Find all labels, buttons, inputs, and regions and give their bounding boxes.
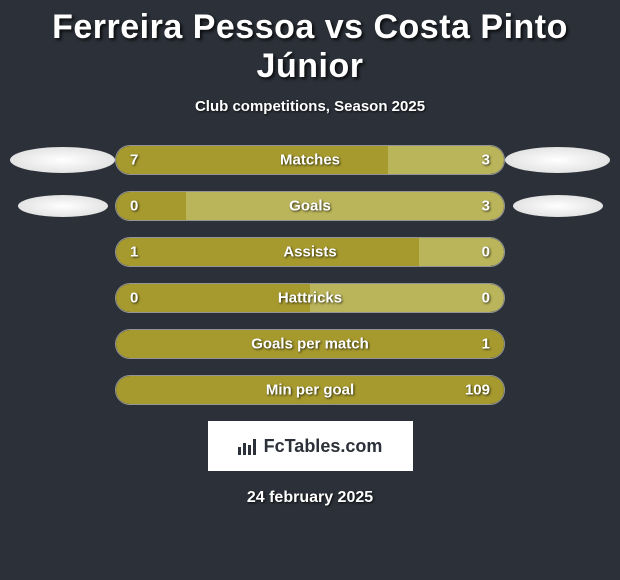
bar-left-fill (116, 146, 388, 174)
date-text: 24 february 2025 (0, 489, 620, 507)
stat-value-right: 1 (482, 336, 490, 353)
stat-row-hattricks: 0 Hattricks 0 (10, 283, 610, 313)
stat-label: Goals per match (251, 336, 369, 353)
stat-value-left: 1 (130, 244, 138, 261)
stat-row-goals: 0 Goals 3 (10, 191, 610, 221)
stat-value-right: 0 (482, 290, 490, 307)
logo-content: FcTables.com (238, 436, 383, 457)
stat-row-min-per-goal: Min per goal 109 (10, 375, 610, 405)
bar-right-fill (186, 192, 504, 220)
stat-value-right: 3 (482, 152, 490, 169)
stat-label: Goals (289, 198, 331, 215)
bar-left-fill (116, 192, 186, 220)
fctables-logo[interactable]: FcTables.com (208, 421, 413, 471)
stat-label: Assists (283, 244, 336, 261)
stat-label: Matches (280, 152, 340, 169)
chart-icon (238, 437, 258, 455)
stat-value-right: 109 (465, 382, 490, 399)
stat-value-right: 0 (482, 244, 490, 261)
bar-right-fill (419, 238, 504, 266)
logo-label: FcTables.com (264, 436, 383, 457)
stat-value-right: 3 (482, 198, 490, 215)
player1-avatar (10, 191, 115, 221)
bar-track: 7 Matches 3 (115, 145, 505, 175)
stat-row-goals-per-match: Goals per match 1 (10, 329, 610, 359)
stat-row-matches: 7 Matches 3 (10, 145, 610, 175)
stat-label: Min per goal (266, 382, 354, 399)
stat-value-left: 0 (130, 198, 138, 215)
bar-track: Goals per match 1 (115, 329, 505, 359)
player1-avatar (10, 145, 115, 175)
stat-value-left: 7 (130, 152, 138, 169)
bar-track: Min per goal 109 (115, 375, 505, 405)
player2-avatar (505, 145, 610, 175)
player2-avatar (505, 191, 610, 221)
comparison-container: 7 Matches 3 0 Goals 3 1 Assists 0 (0, 115, 620, 405)
stat-label: Hattricks (278, 290, 342, 307)
page-title: Ferreira Pessoa vs Costa Pinto Júnior (0, 0, 620, 86)
stat-value-left: 0 (130, 290, 138, 307)
bar-track: 1 Assists 0 (115, 237, 505, 267)
bar-track: 0 Goals 3 (115, 191, 505, 221)
subtitle-text: Club competitions, Season 2025 (0, 98, 620, 115)
bar-left-fill (116, 238, 419, 266)
bar-track: 0 Hattricks 0 (115, 283, 505, 313)
stat-row-assists: 1 Assists 0 (10, 237, 610, 267)
